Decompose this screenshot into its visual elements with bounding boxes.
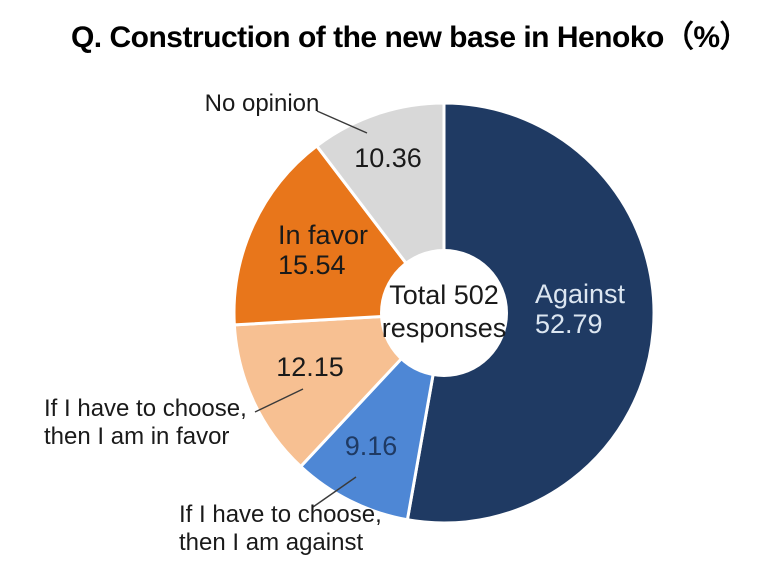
outside-label-no-opinion: No opinion <box>204 90 320 117</box>
slice-label-against-text: Against <box>535 279 626 309</box>
pie-slice-against <box>405 101 656 525</box>
outside-label-choose-against: If I have to choose, then I am against <box>179 501 382 556</box>
leader-line-choose-favor <box>254 388 304 413</box>
slice-value-no-opinion: 10.36 <box>354 143 422 173</box>
center-total-line2: responses <box>381 313 507 343</box>
slice-label-in-favor: In favor 15.54 <box>278 220 368 280</box>
slice-label-in-favor-text: In favor <box>278 220 369 250</box>
slice-value-against: 52.79 <box>535 309 603 339</box>
pie-slice-if-i-have-to-choose-then-i-am-in-favor <box>232 311 446 469</box>
center-total-label: Total 502 responses <box>344 279 544 345</box>
outside-label-choose-favor: If I have to choose, then I am in favor <box>44 395 247 450</box>
slice-value-choose-against: 9.16 <box>344 431 398 461</box>
slice-label-against: Against 52.79 <box>535 279 625 339</box>
slice-value-in-favor: 15.54 <box>278 250 346 280</box>
chart-title: Q. Construction of the new base in Henok… <box>70 21 750 54</box>
center-total-line1: Total 502 <box>389 280 499 310</box>
leader-line-no-opinion <box>316 110 368 134</box>
donut-hole <box>380 249 508 377</box>
leader-line-choose-against <box>312 476 357 508</box>
slice-value-choose-favor: 12.15 <box>276 352 344 382</box>
